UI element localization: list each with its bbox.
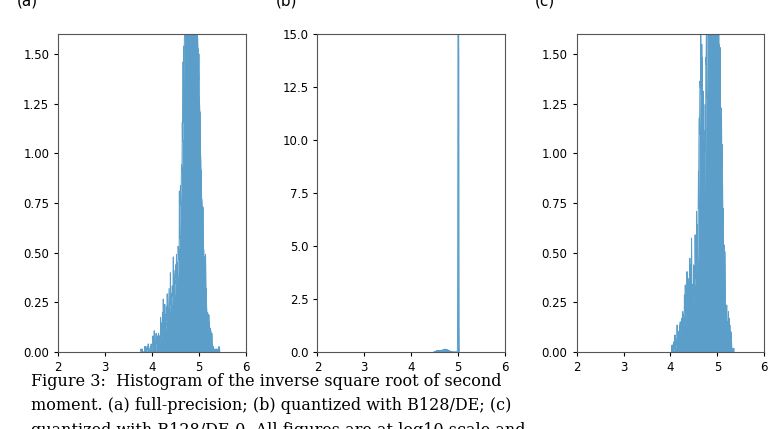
Text: (c): (c) bbox=[535, 0, 556, 9]
Text: (b): (b) bbox=[276, 0, 297, 9]
Text: (a): (a) bbox=[17, 0, 38, 9]
Text: Figure 3:  Histogram of the inverse square root of second
moment. (a) full-preci: Figure 3: Histogram of the inverse squar… bbox=[31, 373, 525, 429]
